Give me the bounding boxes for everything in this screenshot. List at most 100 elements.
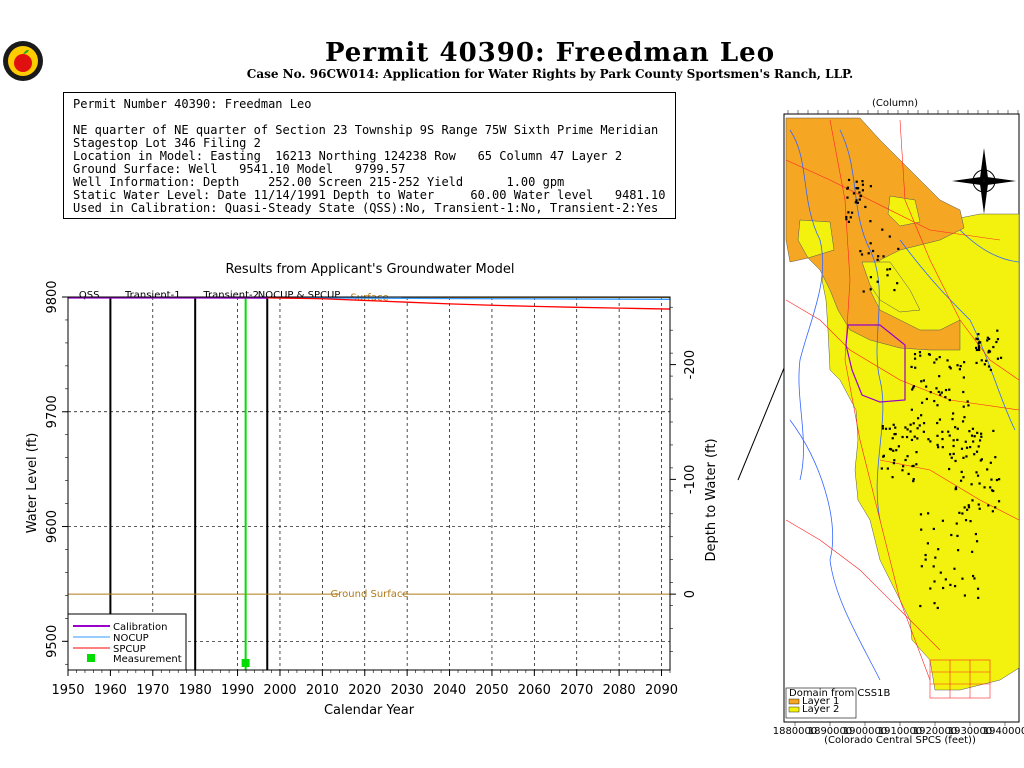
well-point: [963, 416, 966, 419]
well-point: [965, 455, 968, 458]
well-point: [869, 220, 872, 223]
well-point: [888, 235, 891, 238]
well-point: [990, 478, 993, 481]
legend-nocup-label: NOCUP: [113, 633, 149, 644]
map-rivers: [789, 129, 1020, 681]
page-subtitle: Case No. 96CW014: Application for Water …: [246, 67, 854, 81]
well-point: [881, 427, 885, 430]
map-top-label: (Column): [872, 98, 918, 109]
well-point: [910, 365, 913, 369]
well-point: [976, 431, 979, 434]
well-point: [914, 366, 917, 369]
well-point: [977, 345, 981, 348]
well-point: [850, 211, 854, 214]
well-point: [990, 489, 994, 492]
map-layer2-pocket: [861, 261, 921, 313]
well-point: [904, 426, 907, 429]
well-point: [986, 468, 989, 471]
well-point: [991, 510, 994, 513]
well-point: [847, 178, 851, 182]
plot-frame: [67, 296, 671, 671]
well-point: [846, 186, 850, 189]
well-point: [977, 445, 980, 448]
map-calibration-area: [845, 324, 906, 403]
x-tick-label: 1990: [221, 683, 254, 698]
well-point: [920, 565, 923, 568]
well-point: [894, 432, 897, 436]
well-point: [938, 355, 941, 359]
x-tick-label: 1960: [94, 683, 127, 698]
well-point: [881, 228, 884, 231]
map-bottom-tick-label: 1900000: [843, 726, 888, 737]
well-point: [888, 447, 892, 451]
well-point: [989, 368, 992, 372]
well-point: [858, 198, 861, 201]
well-point: [929, 440, 932, 443]
well-point: [855, 180, 858, 183]
well-point: [962, 390, 965, 394]
period-label: NOCUP & SPCUP: [258, 290, 341, 301]
well-point: [960, 447, 964, 450]
map-roads: [785, 119, 1020, 699]
x-axis-ticks: 1950 1960 1970 1980 1990 2000 2010 2020 2030 2040…: [51, 670, 678, 698]
well-point: [987, 365, 991, 368]
x-tick-label: 2090: [645, 683, 678, 698]
well-point: [936, 443, 939, 447]
well-point: [953, 585, 957, 588]
well-point: [869, 185, 872, 188]
well-point: [999, 356, 1003, 359]
map-bottom-tick-label: 1930000: [948, 726, 993, 737]
well-point: [932, 565, 935, 568]
well-point: [975, 450, 979, 453]
well-point: [918, 424, 921, 427]
permit-number-line: Permit Number 40390: Freedman Leo: [73, 97, 312, 111]
y-axis-ticks: 9500 9600 9700 9800: [45, 280, 68, 665]
well-point: [920, 414, 923, 417]
well-point: [961, 420, 965, 423]
well-point: [973, 453, 976, 456]
well-point: [925, 385, 928, 388]
well-point: [906, 455, 909, 458]
well-point: [886, 268, 889, 271]
well-point: [924, 558, 927, 561]
measurement-point: [241, 658, 250, 667]
x-tick-label: 1980: [179, 683, 212, 698]
well-point: [948, 388, 951, 391]
well-point: [948, 398, 951, 402]
well-point: [954, 486, 958, 489]
well-point: [973, 435, 976, 438]
y2-tick-label: -200: [683, 350, 698, 380]
well-point: [884, 427, 888, 430]
well-point: [890, 448, 893, 451]
well-point: [912, 464, 915, 468]
well-point: [941, 437, 944, 441]
well-point: [852, 192, 856, 195]
well-point: [948, 365, 951, 368]
well-point: [909, 430, 912, 433]
well-point: [888, 267, 892, 271]
well-point: [944, 578, 947, 581]
well-point: [966, 400, 969, 403]
well-point: [881, 424, 884, 428]
well-point: [976, 338, 979, 341]
well-point: [916, 427, 919, 430]
well-point: [998, 478, 1001, 481]
well-point: [980, 458, 983, 461]
well-point: [864, 205, 867, 209]
y2-tick-label: 0: [683, 590, 698, 598]
well-point: [953, 567, 956, 570]
well-point: [893, 433, 896, 436]
well-point: [855, 199, 858, 202]
map-bottom-tick-label: 1910000: [878, 726, 923, 737]
well-point: [962, 456, 965, 459]
well-point: [964, 440, 967, 443]
well-point: [985, 359, 988, 362]
well-point: [933, 602, 936, 605]
y-tick-label: 9700: [45, 395, 60, 428]
well-point: [975, 471, 978, 474]
well-point: [970, 483, 973, 486]
well-point: [877, 255, 880, 258]
well-point: [929, 587, 932, 590]
